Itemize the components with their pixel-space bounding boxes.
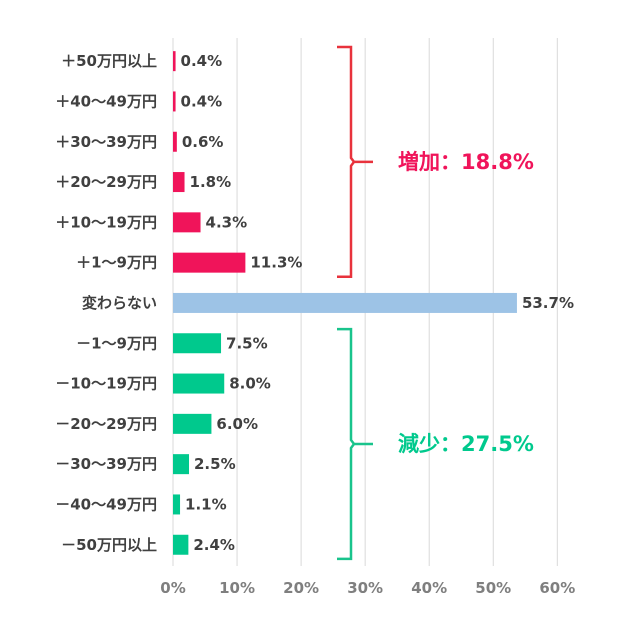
value-label: 7.5% — [226, 334, 268, 352]
category-label: ＋10〜19万円 — [55, 213, 157, 231]
value-label: 2.5% — [194, 455, 236, 473]
value-label: 53.7% — [522, 294, 574, 312]
group-total-label: 減少：27.5% — [398, 432, 534, 456]
bar — [173, 373, 225, 394]
value-labels: 0.4% 0.4% 0.6% 1.8% 4.3% 11.3% 53.7% 7.5% 8.0% 6.… — [181, 52, 574, 554]
bar — [173, 292, 517, 313]
value-label: 1.8% — [190, 173, 232, 191]
bar — [173, 51, 176, 72]
value-label: 1.1% — [185, 495, 227, 513]
category-label: ＋40〜49万円 — [55, 92, 157, 110]
bar — [173, 252, 246, 273]
category-label: ＋20〜29万円 — [55, 173, 157, 191]
x-tick-label: 40% — [411, 579, 447, 597]
category-label: ＋50万円以上 — [61, 52, 157, 70]
bar — [173, 454, 190, 475]
value-label: 0.4% — [181, 92, 223, 110]
category-label: －20〜29万円 — [55, 415, 157, 433]
category-label: －40〜49万円 — [55, 495, 157, 513]
value-label: 6.0% — [216, 415, 258, 433]
x-axis-tick-labels: 0% 10% 20% 30% 40% 50% 60% — [160, 579, 575, 597]
bar — [173, 91, 176, 112]
bar — [173, 131, 177, 152]
bar — [173, 494, 181, 515]
bar — [173, 534, 189, 555]
bar — [173, 333, 222, 354]
bar — [173, 172, 185, 193]
group-annotations: 増加：18.8% 減少：27.5% — [337, 45, 534, 561]
bar — [173, 413, 212, 434]
category-label: －1〜9万円 — [76, 334, 157, 352]
value-label: 0.6% — [182, 133, 224, 151]
value-label: 0.4% — [181, 52, 223, 70]
value-label: 11.3% — [250, 254, 302, 272]
category-label: －30〜39万円 — [55, 455, 157, 473]
bar — [173, 212, 201, 233]
category-label: 変わらない — [82, 294, 157, 312]
category-labels: ＋50万円以上 ＋40〜49万円 ＋30〜39万円 ＋20〜29万円 ＋10〜19万円 ＋… — [55, 52, 157, 554]
value-label: 8.0% — [229, 375, 271, 393]
category-label: －10〜19万円 — [55, 375, 157, 393]
category-label: ＋1〜9万円 — [76, 254, 157, 272]
x-tick-label: 30% — [347, 579, 383, 597]
bars — [173, 51, 517, 555]
value-label: 4.3% — [206, 213, 248, 231]
x-tick-label: 50% — [475, 579, 511, 597]
x-tick-label: 60% — [539, 579, 575, 597]
group-brace — [337, 45, 373, 279]
x-tick-label: 20% — [283, 579, 319, 597]
group-total-label: 増加：18.8% — [398, 150, 534, 174]
group-brace — [337, 327, 373, 561]
x-tick-label: 10% — [219, 579, 255, 597]
value-label: 2.4% — [193, 536, 235, 554]
category-label: ＋30〜39万円 — [55, 133, 157, 151]
category-label: －50万円以上 — [61, 536, 157, 554]
x-tick-label: 0% — [160, 579, 185, 597]
